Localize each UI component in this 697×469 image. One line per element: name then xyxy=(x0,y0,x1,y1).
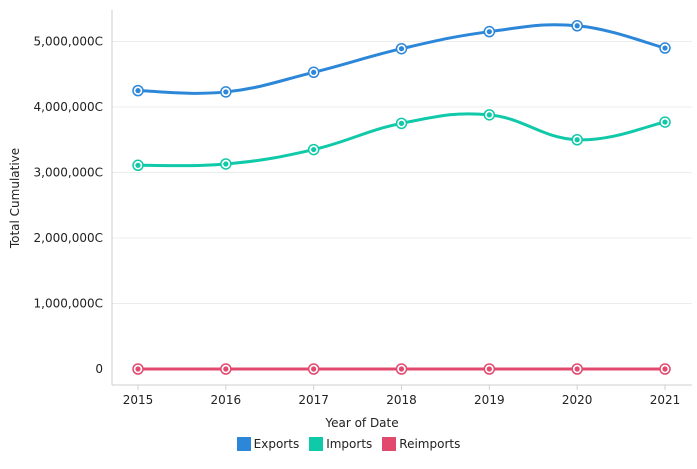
y-tick-label: 0 xyxy=(95,362,103,376)
x-tick-label: 2016 xyxy=(211,393,242,407)
y-tick-label: 3,000,000C xyxy=(34,166,103,180)
reimports-point-core xyxy=(398,366,405,372)
x-tick-label: 2015 xyxy=(123,393,154,407)
legend-label: Exports xyxy=(253,437,300,451)
series-reimports xyxy=(132,363,671,375)
legend-item-exports[interactable]: Exports xyxy=(236,437,300,451)
reimports-point-core xyxy=(486,366,492,372)
exports-point-core xyxy=(398,46,405,52)
x-tick-labels: 2015 2016 2017 2018 2019 2020 2021 xyxy=(123,385,681,407)
reimports-point-core xyxy=(135,366,141,372)
exports-point-core xyxy=(574,23,580,29)
grid-lines xyxy=(112,41,692,304)
y-tick-labels: 0 1,000,000C 2,000,000C 3,000,000C 4,000,000… xyxy=(34,35,103,377)
y-tick-label: 1,000,000C xyxy=(34,297,103,311)
legend-swatch xyxy=(236,437,251,451)
imports-point-core xyxy=(662,119,668,125)
x-axis-title: Year of Date xyxy=(324,416,398,430)
y-tick-label: 5,000,000C xyxy=(34,35,103,49)
x-tick-label: 2019 xyxy=(474,393,505,407)
exports-point-core xyxy=(662,45,668,51)
legend-swatch xyxy=(382,437,397,451)
exports-point-core xyxy=(486,29,492,35)
reimports-point-core xyxy=(223,366,229,372)
imports-point-core xyxy=(574,137,580,143)
reimports-point-core xyxy=(662,366,668,372)
axes xyxy=(111,10,692,386)
reimports-point-core xyxy=(311,366,317,372)
x-tick-label: 2021 xyxy=(650,393,681,407)
x-tick-label: 2020 xyxy=(562,393,593,407)
exports-line xyxy=(137,23,666,95)
series-lines xyxy=(132,20,671,375)
exports-point-core xyxy=(311,69,317,75)
series-exports xyxy=(132,20,671,98)
legend-item-imports[interactable]: Imports xyxy=(309,437,372,451)
x-tick-label: 2018 xyxy=(386,393,417,407)
imports-point-core xyxy=(223,161,229,167)
imports-point-core xyxy=(486,112,492,118)
series-imports xyxy=(132,109,671,172)
y-tick-label: 2,000,000C xyxy=(34,231,103,245)
y-axis-title: Total Cumulative xyxy=(8,148,22,249)
legend-label: Imports xyxy=(326,437,373,451)
exports-point-core xyxy=(135,88,141,94)
legend: Exports Imports Reimports xyxy=(0,437,697,451)
x-tick-label: 2017 xyxy=(298,393,329,407)
legend-swatch xyxy=(309,437,324,451)
imports-point-core xyxy=(311,146,317,153)
y-tick-label: 4,000,000C xyxy=(34,100,103,114)
legend-item-reimports[interactable]: Reimports xyxy=(382,437,460,451)
exports-point-core xyxy=(223,89,229,95)
reimports-point-core xyxy=(574,366,580,372)
legend-label: Reimports xyxy=(399,437,461,451)
imports-point-core xyxy=(398,120,405,126)
imports-point-core xyxy=(135,162,141,168)
